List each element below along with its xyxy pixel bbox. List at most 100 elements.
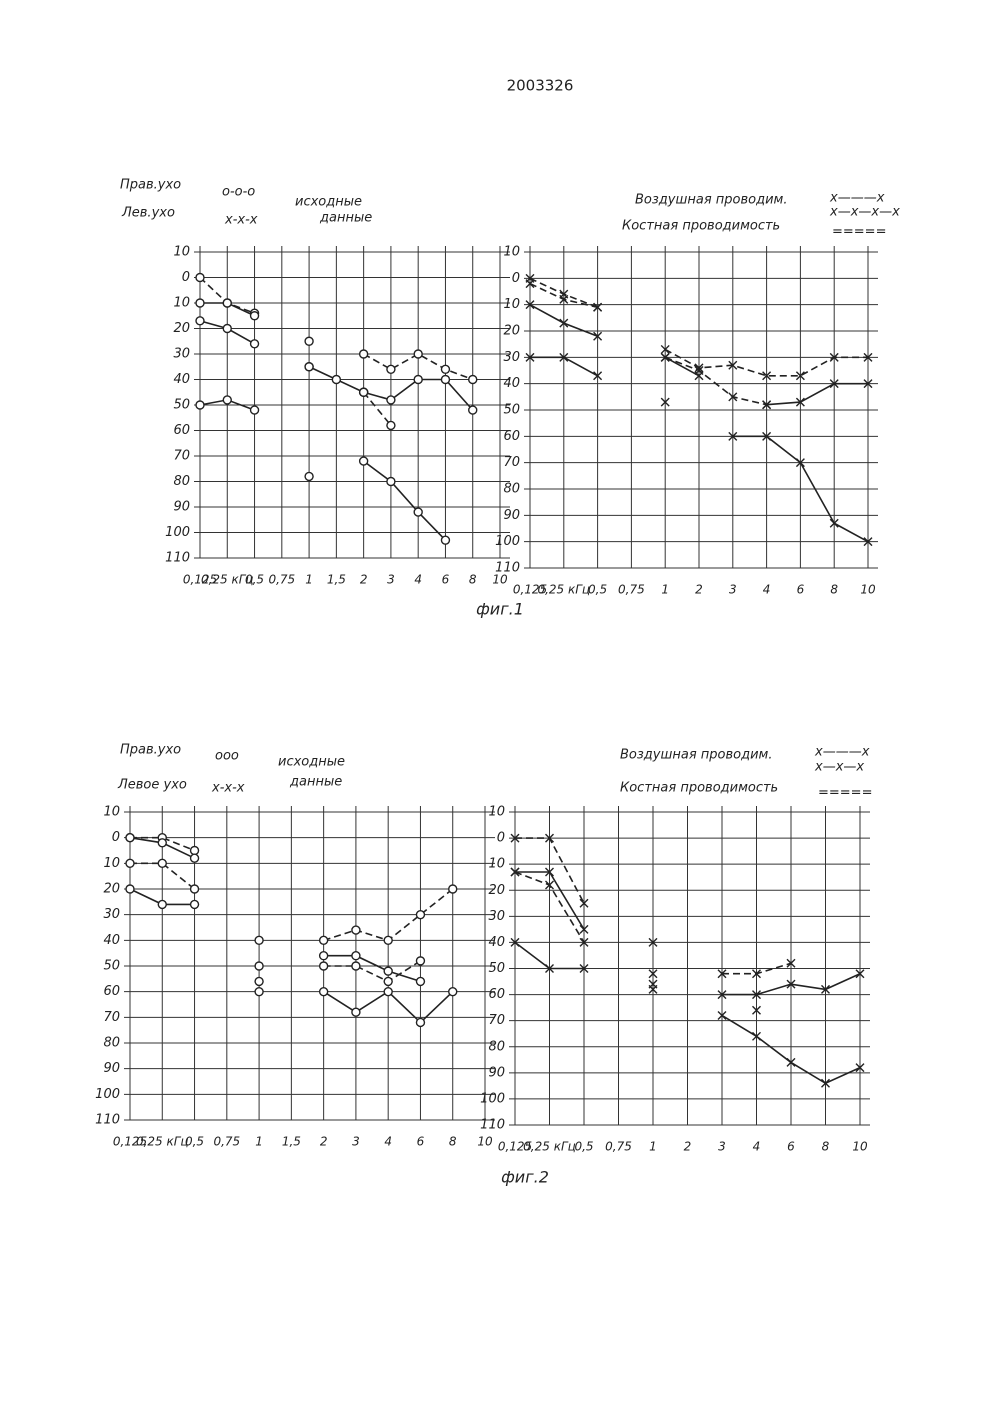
y-tick-label: 110 [165,551,190,566]
y-tick-label: 70 [488,1013,505,1028]
x-tick-label: 0,75 [605,1140,632,1154]
y-tick-label: 60 [503,429,520,444]
x-tick-label: 1 [649,1140,657,1154]
y-tick-label: 0 [497,831,505,846]
data-point [223,299,231,307]
data-point [414,376,422,384]
annotation: x-x-x [211,781,245,796]
data-point [352,962,360,970]
data-point [196,299,204,307]
y-tick-label: 40 [173,372,190,387]
annotation: Прав.ухо [120,743,181,758]
data-point [191,854,199,862]
x-tick-label: 3 [352,1135,360,1149]
data-point [126,885,134,893]
y-tick-label: 90 [503,508,520,523]
data-point [320,988,328,996]
x-tick-label: 6 [442,573,450,587]
data-point [196,401,204,409]
y-tick-label: 40 [103,933,120,948]
annotation: Прав.ухо [120,178,181,193]
chart: Воздушная проводим.x———xx—x—x—xКостная п… [495,191,900,597]
y-tick-label: 100 [495,534,520,549]
series-line [515,872,757,1010]
data-point [126,859,134,867]
data-point [360,388,368,396]
y-tick-label: 30 [503,350,520,365]
data-point [384,988,392,996]
data-point [223,325,231,333]
data-point [320,936,328,944]
y-tick-label: 80 [503,482,520,497]
x-tick-label: 0,75 [618,583,645,597]
y-tick-label: 100 [480,1091,505,1106]
data-point [191,885,199,893]
data-point [360,457,368,465]
x-tick-label: 2 [360,573,368,587]
annotation: ===== [832,225,886,240]
x-tick-label: 0,25 кГц [537,583,590,597]
annotation: Воздушная проводим. [635,193,787,208]
data-point [416,977,424,985]
data-point [158,839,166,847]
y-tick-label: 60 [103,984,120,999]
data-point [360,350,368,358]
annotation: Костная проводимость [620,781,778,796]
data-point [449,885,457,893]
data-point [196,317,204,325]
y-tick-label: 10 [503,245,520,260]
x-tick-label: 1,5 [327,573,346,587]
x-tick-label: 4 [753,1140,761,1154]
x-tick-label: 10 [477,1135,493,1149]
data-point [352,952,360,960]
x-tick-label: 0,5 [245,573,264,587]
x-tick-label: 0,25 кГц [136,1135,189,1149]
data-point [305,337,313,345]
data-point [352,1008,360,1016]
annotation: ===== [818,786,872,801]
data-point [332,376,340,384]
series-line [130,863,420,981]
data-point [158,900,166,908]
x-tick-label: 8 [822,1140,830,1154]
series-line [130,838,420,982]
x-tick-label: 8 [830,583,838,597]
chart: Прав.ухоо-о-оЛев.ухоx-x-xисходныеданные1… [120,178,510,587]
y-tick-label: 20 [103,882,120,897]
x-tick-label: 10 [852,1140,868,1154]
figure-caption: фиг.1 [476,600,524,619]
x-tick-label: 2 [695,583,703,597]
x-tick-label: 0,75 [268,573,295,587]
x-tick-label: 0,5 [185,1135,204,1149]
data-point [126,834,134,842]
data-point [416,911,424,919]
data-point [384,936,392,944]
y-tick-label: 0 [182,270,190,285]
x-tick-label: 1 [305,573,313,587]
y-tick-label: 20 [173,321,190,336]
x-tick-label: 8 [449,1135,457,1149]
x-tick-label: 6 [417,1135,425,1149]
y-tick-label: 10 [488,805,505,820]
data-point [251,406,259,414]
data-point [352,926,360,934]
y-tick-label: 50 [488,961,505,976]
data-point [191,900,199,908]
data-point [449,988,457,996]
annotation: Левое ухо [117,778,187,793]
annotation: Лев.ухо [121,206,175,221]
y-tick-label: 10 [173,296,190,311]
data-point [255,988,263,996]
data-point [223,396,231,404]
y-tick-label: 0 [512,271,520,286]
y-tick-label: 100 [95,1087,120,1102]
data-point [384,977,392,985]
x-tick-label: 1 [255,1135,263,1149]
y-tick-label: 30 [488,909,505,924]
x-tick-label: 0,25 кГц [523,1140,576,1154]
y-tick-label: 10 [103,856,120,871]
y-tick-label: 110 [495,561,520,576]
annotation: x———x [814,745,870,760]
data-point [305,363,313,371]
data-point [251,312,259,320]
